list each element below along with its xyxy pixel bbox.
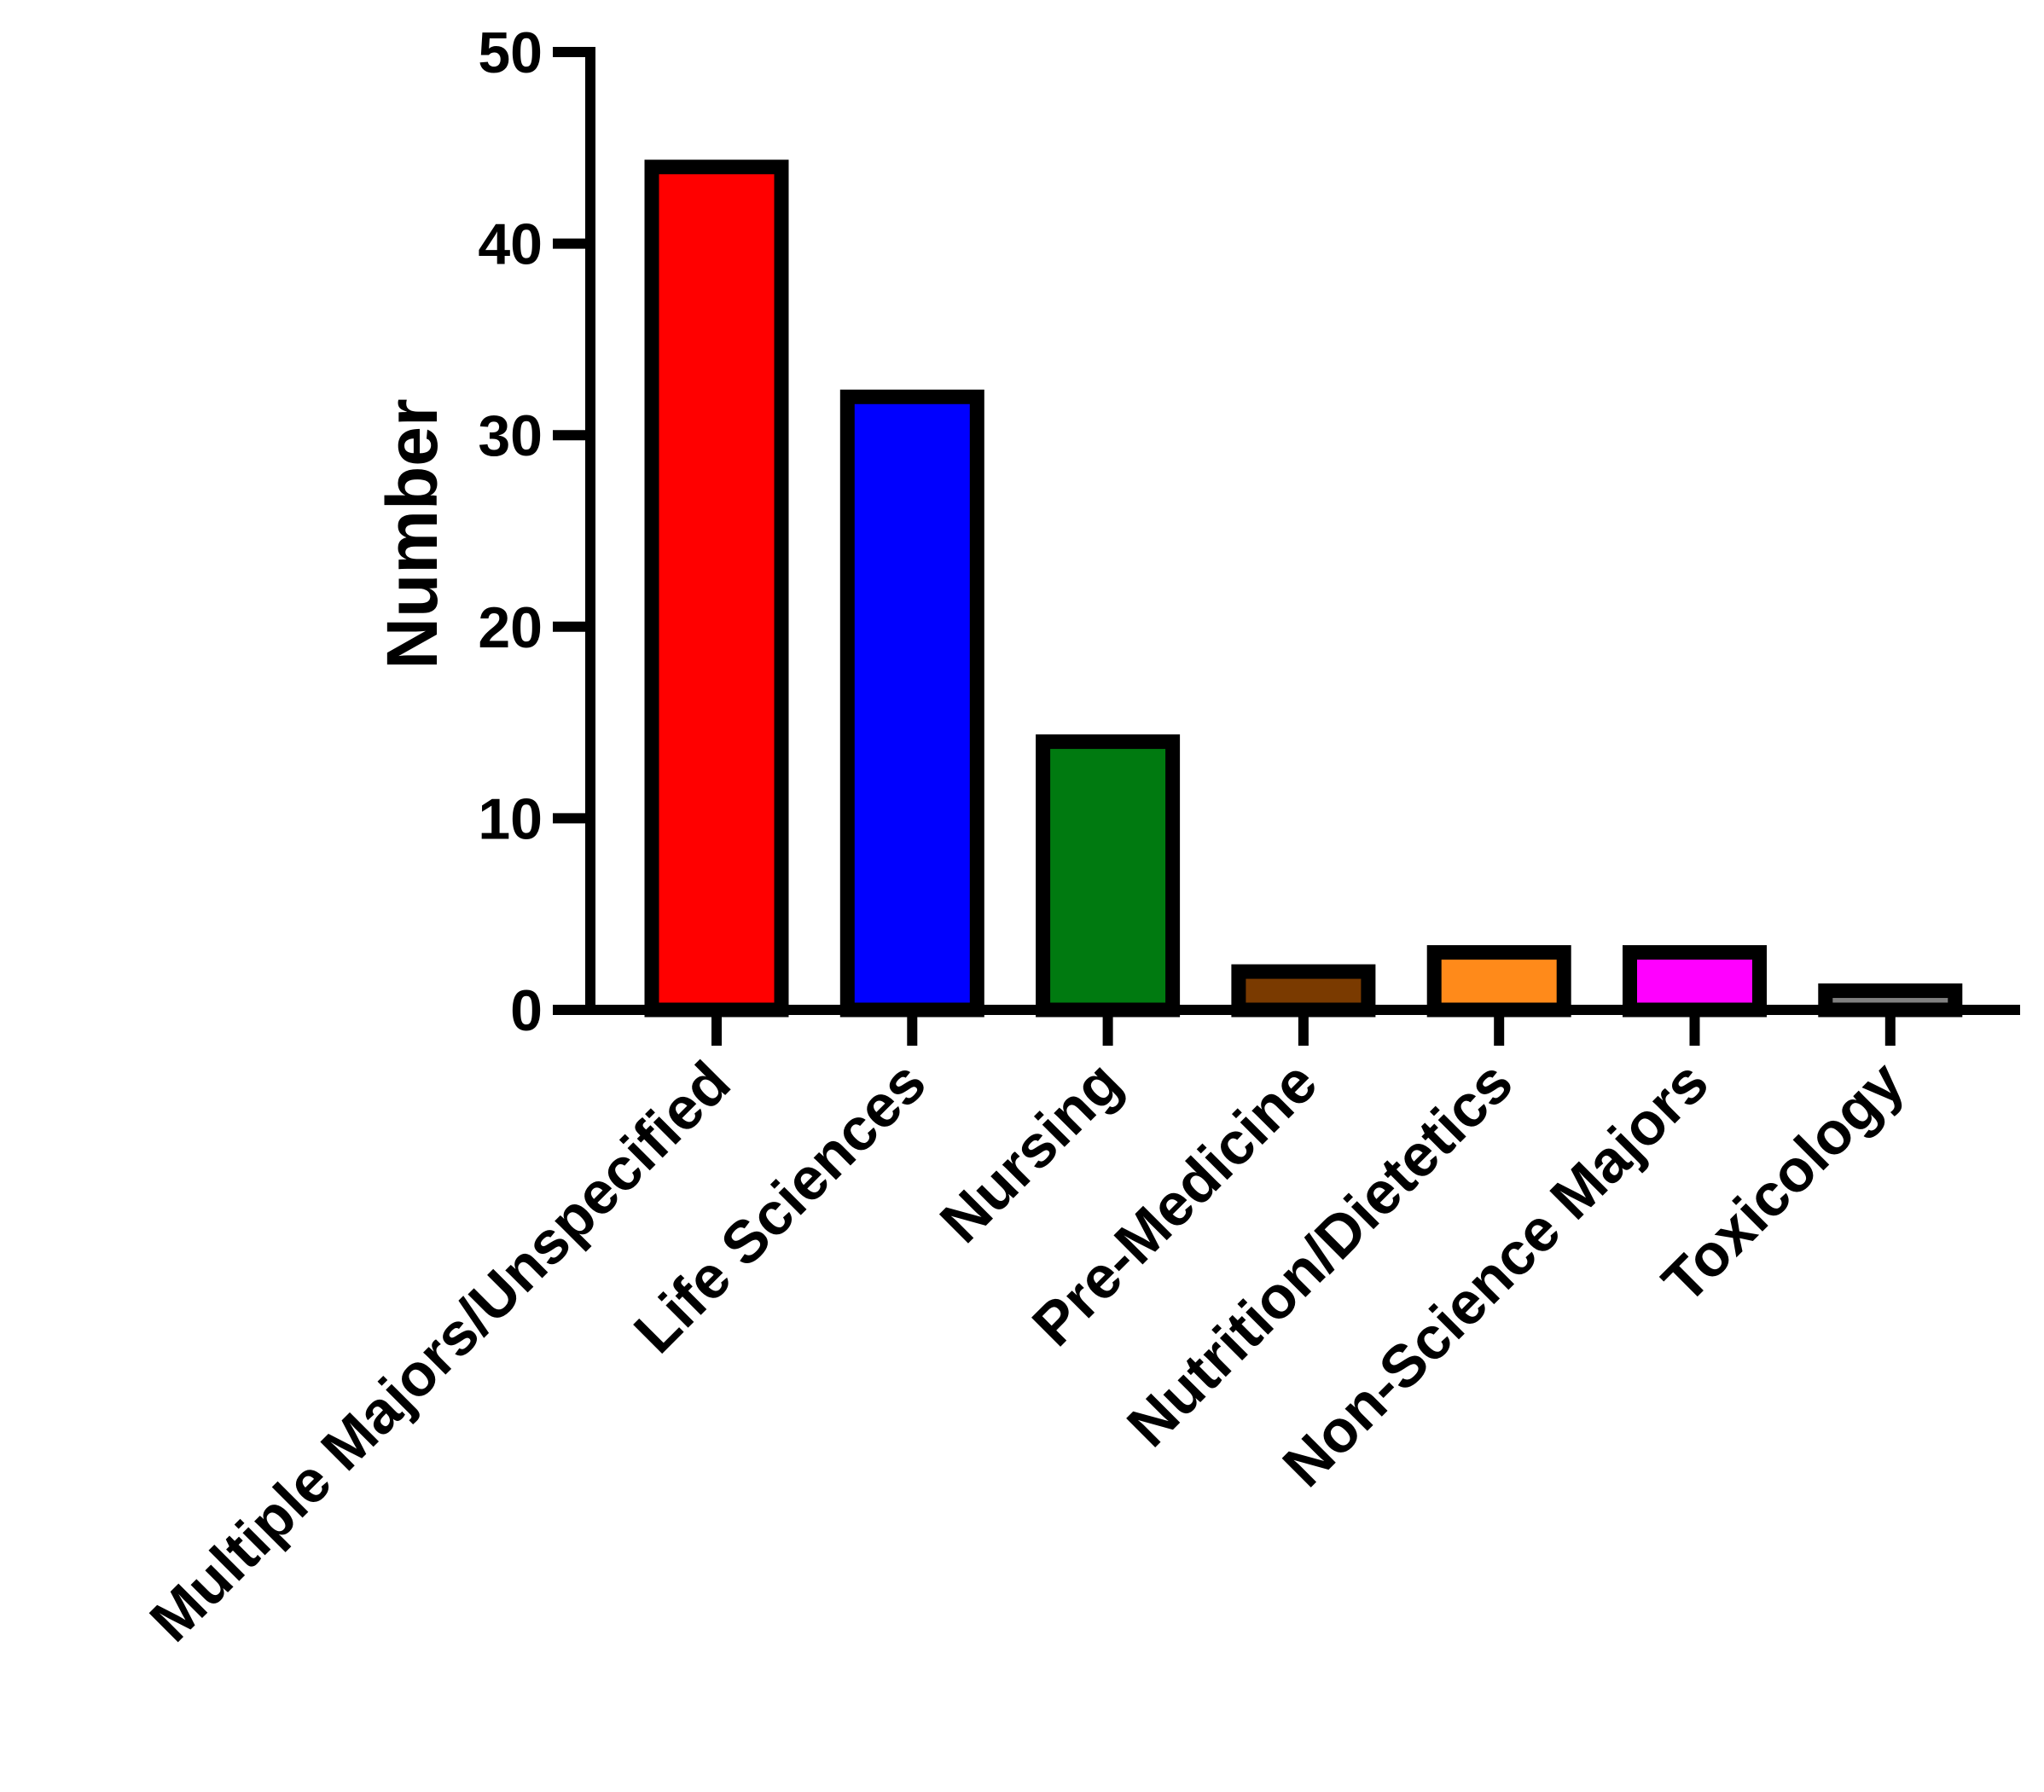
x-tick-label: Nutrition/Dietetics	[1114, 1048, 1524, 1459]
bar	[644, 159, 789, 1018]
bar	[1426, 945, 1571, 1018]
y-axis-label: Number	[372, 398, 452, 669]
bar	[839, 389, 984, 1018]
bar	[1036, 734, 1181, 1018]
y-tick-label: 40	[478, 212, 543, 277]
y-tick-label: 50	[478, 20, 543, 85]
bar	[1623, 945, 1767, 1018]
x-tick-label: Nursing	[927, 1048, 1134, 1255]
y-tick-label: 30	[478, 403, 543, 468]
y-tick-label: 10	[478, 786, 543, 851]
bar	[1231, 964, 1376, 1018]
y-tick-label: 0	[510, 978, 543, 1043]
y-tick-label: 20	[478, 595, 543, 660]
x-tick-label: Multiple Majors/Unspecified	[137, 1048, 743, 1654]
